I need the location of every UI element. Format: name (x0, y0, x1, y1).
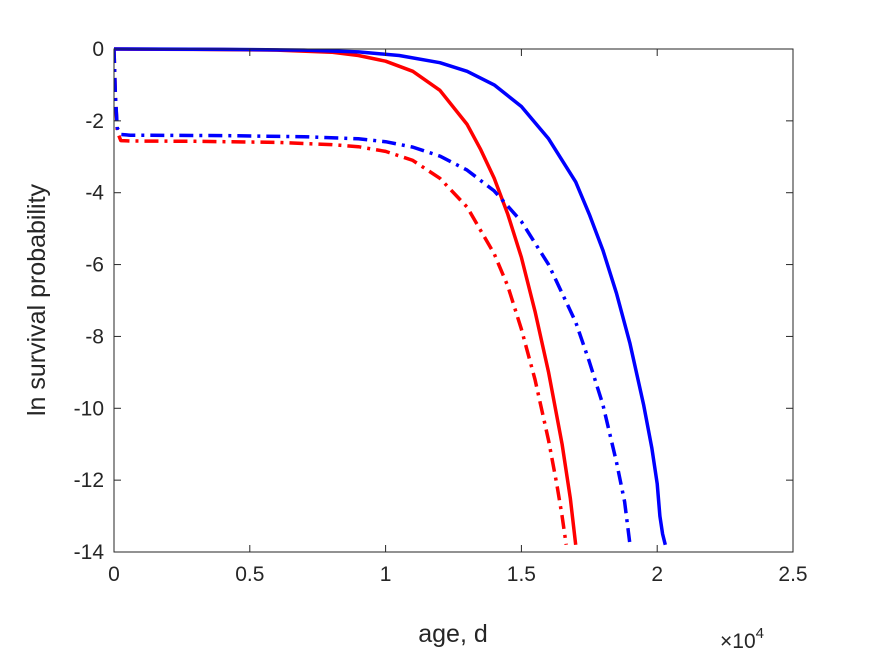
series-line-4 (114, 48, 632, 546)
y-tick-label: 0 (92, 38, 104, 61)
x-tick-label: 1.5 (507, 563, 536, 586)
x-axis-label: age, d (418, 620, 488, 648)
y-tick-label: -10 (74, 397, 104, 420)
series-line-3 (114, 48, 568, 546)
y-tick-label: -2 (85, 110, 104, 133)
y-tick-label: -8 (85, 325, 104, 348)
y-tick-label: -12 (74, 469, 104, 492)
axes-layer (113, 48, 794, 553)
y-tick-label: -6 (85, 254, 104, 277)
x-tick-label: 2.5 (778, 563, 807, 586)
ticks-layer: 0 0.5 1 1.5 2 2.5 0 -2 -4 -6 -8 -10 -12 -14 (74, 38, 808, 586)
plot-area (114, 49, 793, 552)
x-multiplier-base: ×10 (720, 630, 756, 653)
x-multiplier-exponent: 4 (756, 625, 764, 642)
x-tick-label: 1 (380, 563, 392, 586)
x-tick-label: 0.5 (235, 563, 264, 586)
x-tick-label: 0 (108, 563, 120, 586)
series-layer (114, 47, 667, 546)
x-multiplier: ×104 (720, 625, 764, 653)
y-tick-label: -4 (85, 182, 104, 205)
series-line-2 (114, 47, 667, 546)
axes-box (113, 48, 794, 553)
y-axis-label: ln survival probability (23, 183, 51, 416)
y-tick-label: -14 (74, 541, 105, 564)
x-tick-label: 2 (651, 563, 663, 586)
